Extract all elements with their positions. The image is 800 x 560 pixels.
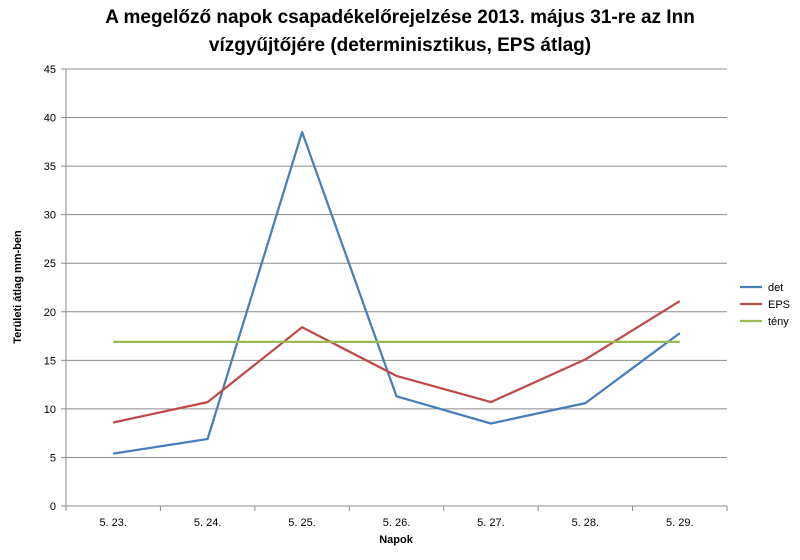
y-tick-label: 5: [50, 452, 56, 464]
chart-title: A megelőző napok csapadékelőrejelzése 20…: [0, 4, 800, 60]
axes: [65, 69, 727, 507]
x-axis-title: Napok: [379, 534, 414, 546]
series-line-EPS: [112, 300, 681, 424]
x-tick-label: 5. 25.: [288, 517, 316, 529]
legend-label-EPS: EPS: [768, 299, 790, 311]
series-line-det: [113, 130, 681, 455]
y-tick-label: 0: [50, 501, 56, 513]
y-tick-label: 15: [44, 355, 56, 367]
x-tick-label: 5. 26.: [383, 517, 411, 529]
y-tick-labels: 0 5 10 15 20 25 30 35 40 45: [44, 64, 66, 513]
legend: det EPS tény: [740, 282, 790, 328]
legend-label-det: det: [768, 282, 783, 294]
chart-title-line2: vízgyűjtőjére (determinisztikus, EPS átl…: [208, 35, 592, 56]
chart-title-line1: A megelőző napok csapadékelőrejelzése 20…: [105, 7, 695, 28]
x-tick-label: 5. 27.: [477, 517, 505, 529]
x-tick-label: 5. 29.: [666, 517, 694, 529]
y-tick-label: 30: [44, 210, 56, 222]
y-tick-label: 25: [44, 258, 56, 270]
x-tick-label: 5. 28.: [572, 517, 600, 529]
x-tick-labels: 5. 23. 5. 24. 5. 25. 5. 26. 5. 27. 5. 28. 5. 2…: [65, 506, 728, 529]
x-tick-label: 5. 23.: [99, 517, 127, 529]
y-tick-label: 20: [44, 307, 56, 319]
y-tick-label: 40: [44, 113, 56, 125]
x-tick-label: 5. 24.: [194, 517, 222, 529]
y-axis-title: Területi átlag mm-ben: [12, 230, 24, 344]
y-tick-label: 45: [44, 64, 56, 76]
legend-label-tény: tény: [768, 316, 789, 328]
y-tick-label: 10: [44, 404, 56, 416]
y-tick-label: 35: [44, 161, 56, 173]
series-lines: [112, 130, 681, 455]
grid-lines: [66, 68, 727, 458]
